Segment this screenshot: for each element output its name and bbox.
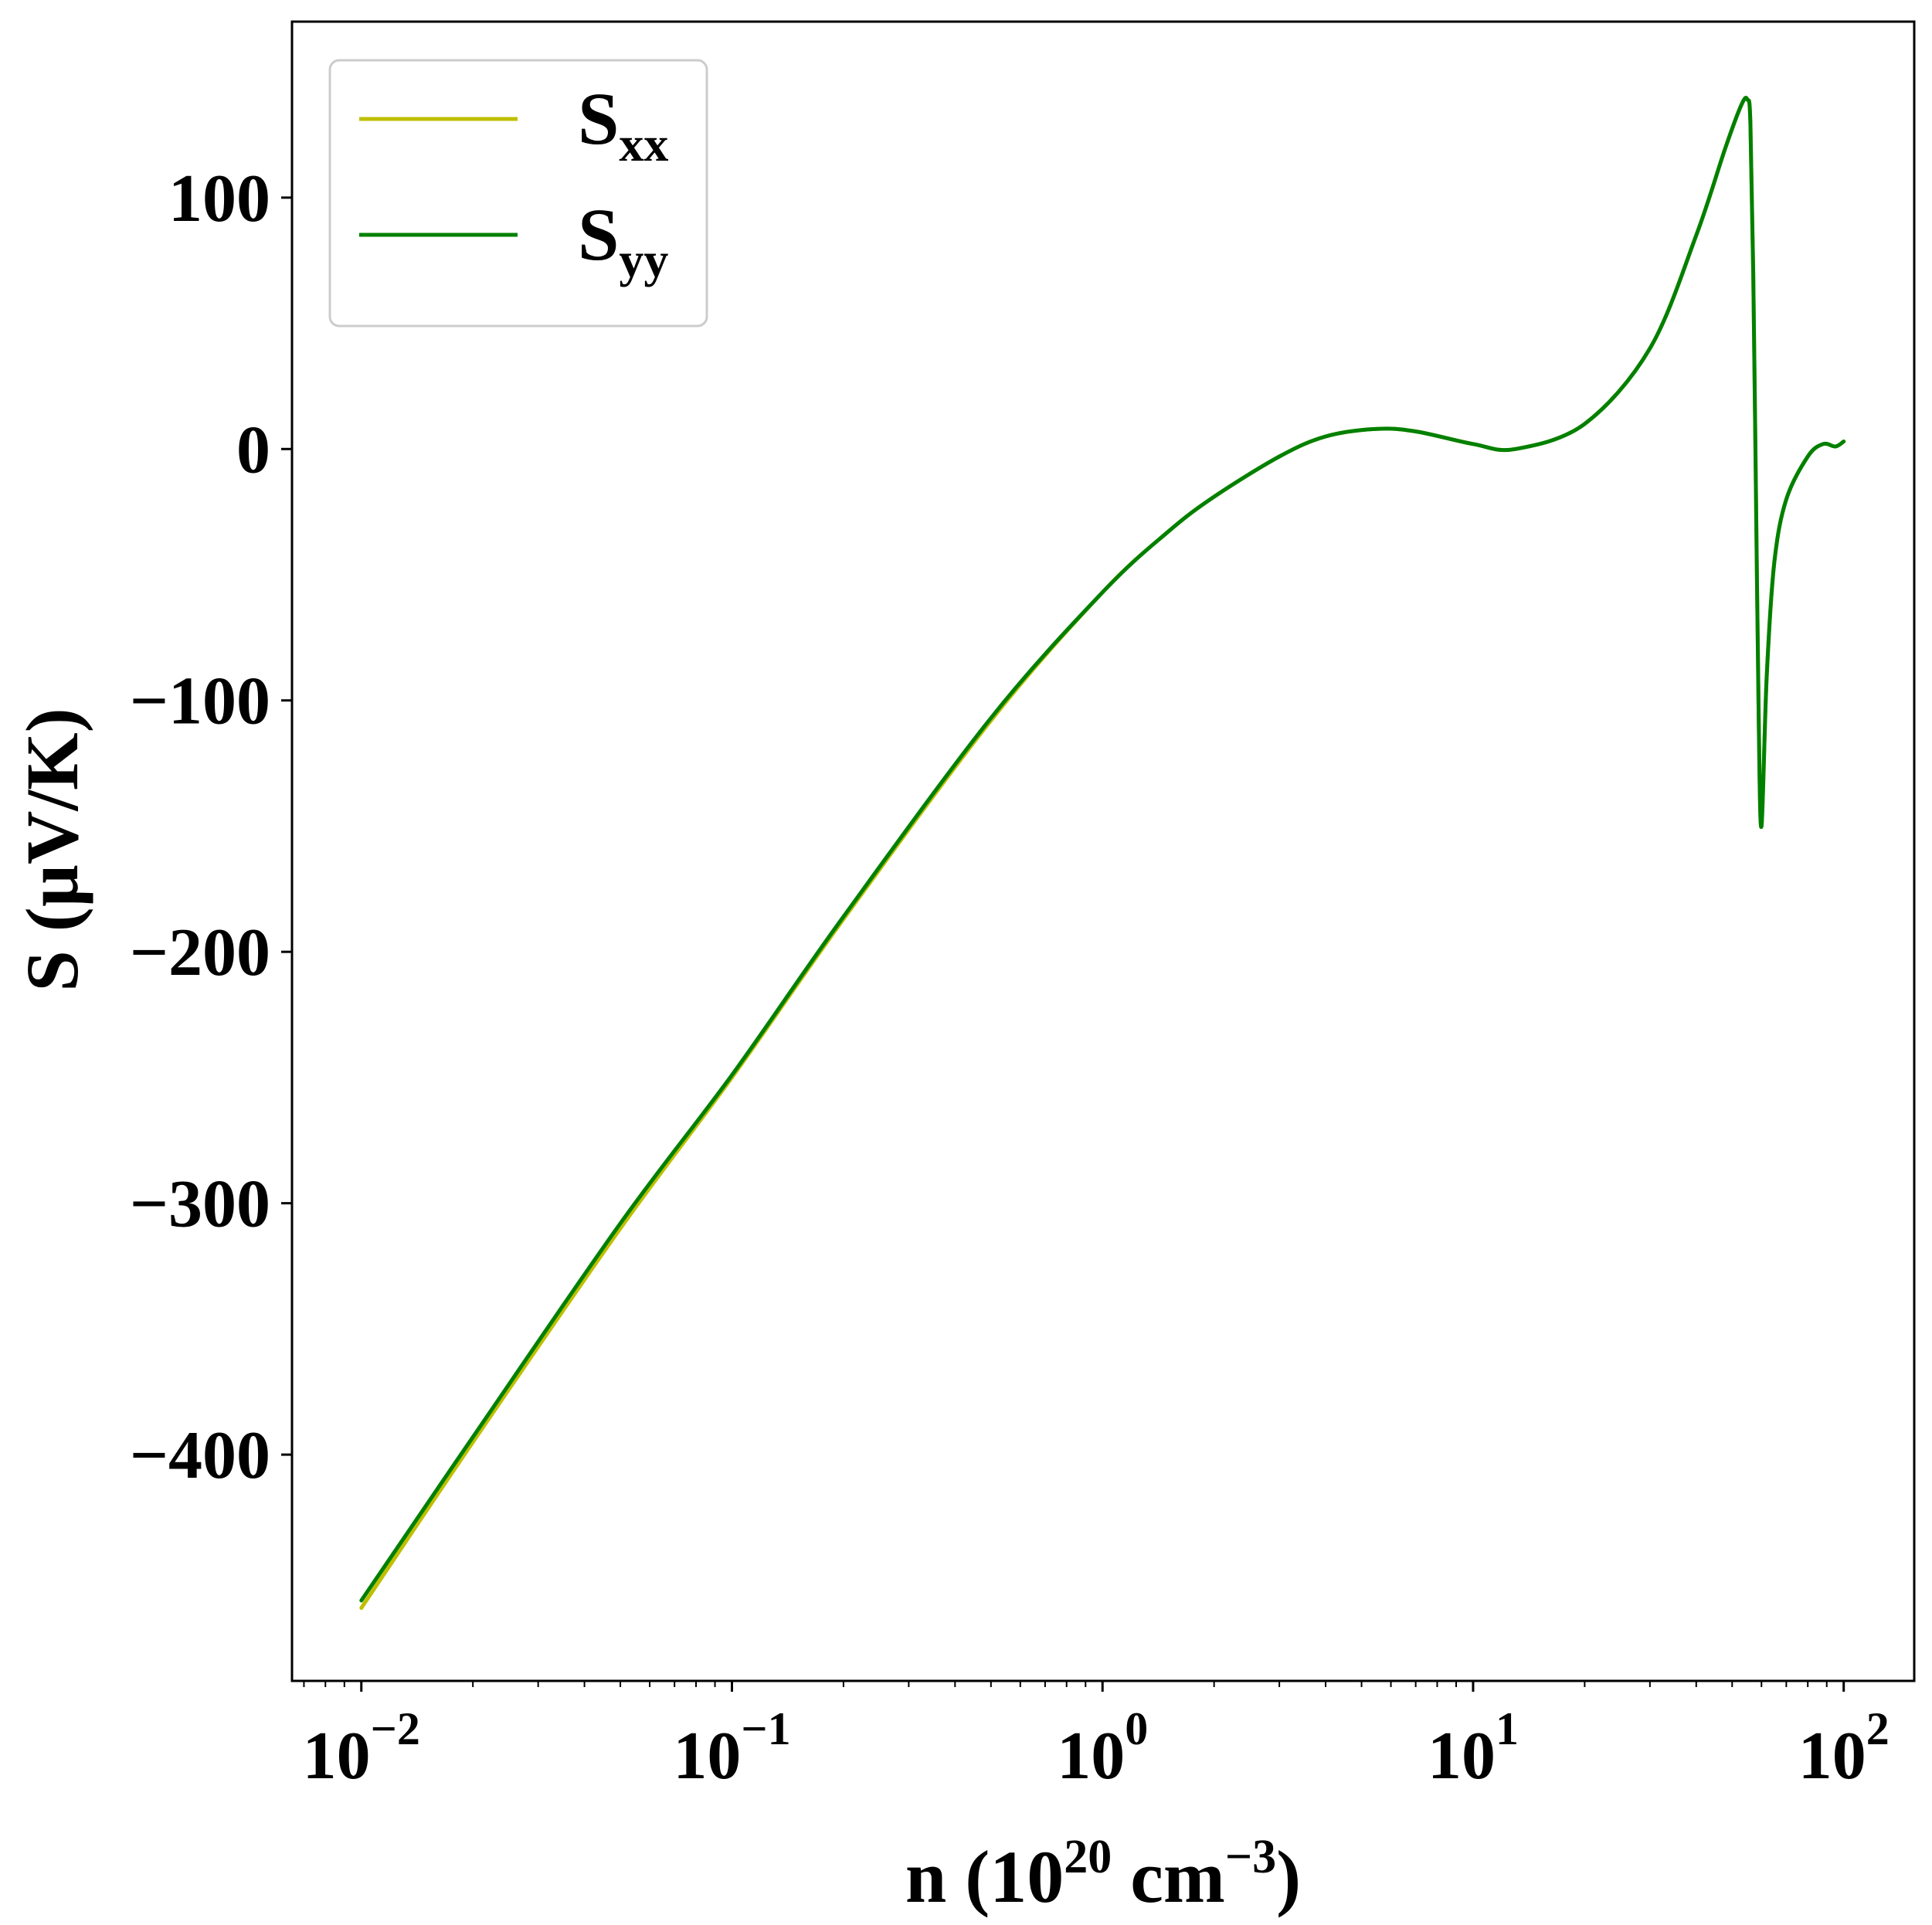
legend-label-sxx-base: S xyxy=(578,77,619,160)
y-tick-label: 0 xyxy=(236,413,270,487)
plot-frame xyxy=(290,20,1916,1682)
x-tick-label: 10−1 xyxy=(673,1703,790,1794)
series-lines xyxy=(359,96,1846,1611)
x-tick-label-base: 10 xyxy=(1798,1719,1866,1794)
y-tick-label: −400 xyxy=(130,1418,270,1493)
legend: Sxx Syy xyxy=(328,59,708,328)
x-tick-label: 101 xyxy=(1428,1703,1519,1794)
x-tick-label: 10−2 xyxy=(303,1703,420,1794)
x-tick-label-base: 10 xyxy=(303,1719,371,1794)
x-tick-label-exponent: 0 xyxy=(1125,1703,1148,1754)
x-axis-ticks: 10−2 10−1 100 101 102 xyxy=(303,1681,1890,1794)
x-tick-label-exponent: −2 xyxy=(371,1703,420,1754)
x-tick-label-base: 10 xyxy=(1428,1719,1496,1794)
x-tick-label: 100 xyxy=(1057,1703,1148,1794)
legend-label-syy-subscript: yy xyxy=(619,233,668,287)
y-tick-label: −100 xyxy=(130,664,270,739)
x-tick-label-exponent: −1 xyxy=(741,1703,790,1754)
legend-label-sxx: Sxx xyxy=(578,77,668,171)
x-axis-label-exponent-2: −3 xyxy=(1225,1831,1276,1883)
x-axis-label-suffix: ) xyxy=(1276,1835,1301,1918)
legend-label-syy-base: S xyxy=(578,193,619,276)
x-tick-label-exponent: 1 xyxy=(1496,1703,1519,1754)
x-tick-label-base: 10 xyxy=(673,1719,741,1794)
legend-label-syy: Syy xyxy=(578,193,668,287)
x-axis-label: n (1020 cm−3) xyxy=(905,1831,1301,1918)
x-axis-label-middle: cm xyxy=(1112,1835,1225,1918)
y-axis-ticks: −400 −300 −200 −100 0 100 xyxy=(130,161,292,1493)
x-tick-label: 102 xyxy=(1798,1703,1890,1794)
x-axis-label-exponent-1: 20 xyxy=(1064,1831,1112,1883)
y-tick-label: −200 xyxy=(130,915,270,990)
y-tick-label: −300 xyxy=(130,1167,270,1242)
series-line-syy xyxy=(359,96,1846,1603)
y-tick-label: 100 xyxy=(168,161,270,236)
x-tick-label-base: 10 xyxy=(1057,1719,1125,1794)
y-axis-label: S (µV/K) xyxy=(11,708,93,991)
legend-label-sxx-subscript: xx xyxy=(619,117,668,171)
x-axis-label-prefix: n (10 xyxy=(905,1835,1064,1918)
legend-box xyxy=(328,59,708,328)
x-tick-label-exponent: 2 xyxy=(1866,1703,1890,1754)
